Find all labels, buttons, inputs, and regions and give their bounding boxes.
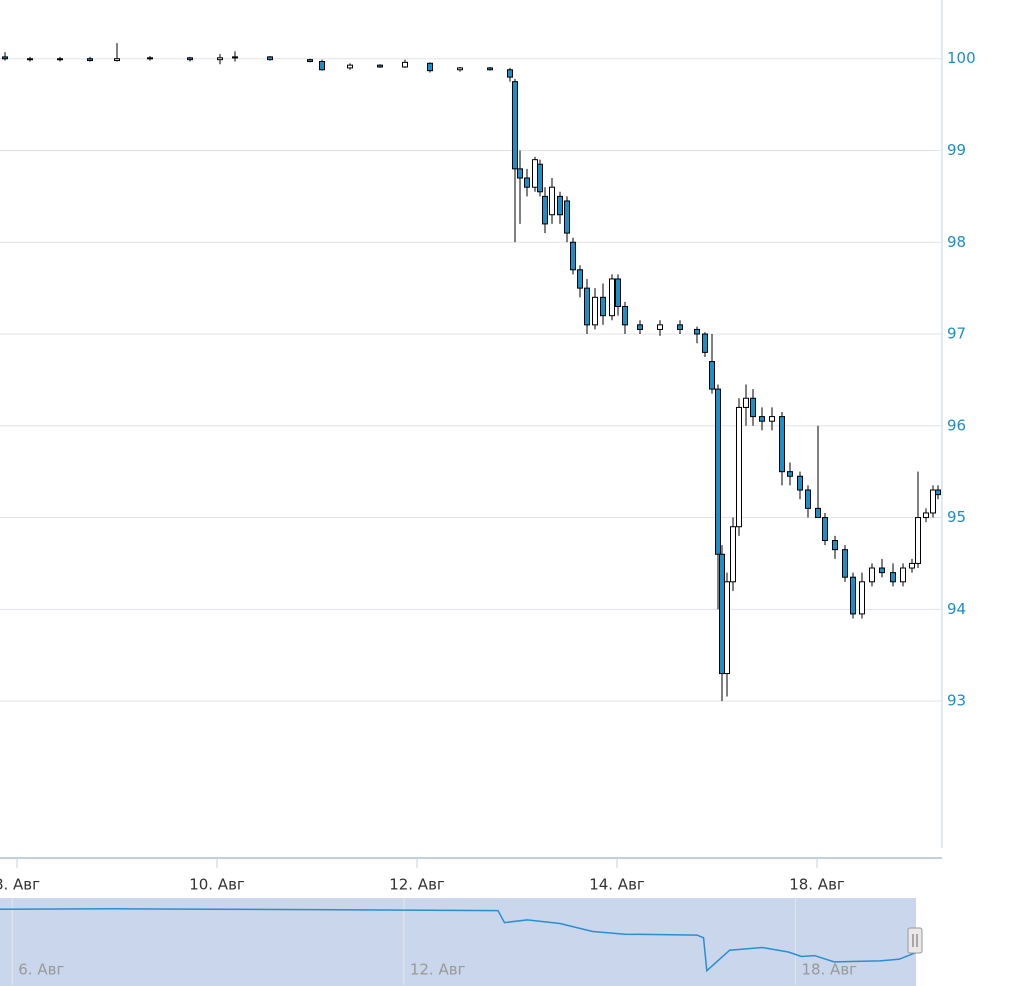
candle-body <box>850 576 856 615</box>
candle-body <box>909 562 915 569</box>
candle-body <box>27 58 33 61</box>
candle-body <box>507 69 513 78</box>
candle-body <box>736 406 742 528</box>
candle-body <box>114 58 120 62</box>
candle-body <box>564 200 570 234</box>
candle-body <box>549 186 555 216</box>
navigator-tick-label: 12. Авг <box>410 961 466 979</box>
candle-body <box>622 305 628 326</box>
candle-body <box>709 361 715 390</box>
candle-body <box>842 549 848 578</box>
candle-body <box>600 296 606 317</box>
candle-body <box>797 475 803 491</box>
y-tick-label: 98 <box>947 233 966 251</box>
candle-body <box>750 397 756 418</box>
candle-body <box>724 581 730 675</box>
candle-body <box>657 324 663 330</box>
candle-body <box>677 324 683 330</box>
candle-body <box>524 177 530 188</box>
navigator-tick-label: 18. Авг <box>801 961 857 979</box>
x-tick-label: 8. Авг <box>0 876 40 894</box>
candle-body <box>615 278 621 307</box>
candle-body <box>890 572 896 583</box>
y-tick-label: 93 <box>947 692 966 710</box>
y-tick-label: 95 <box>947 508 966 526</box>
candle-body <box>935 489 941 496</box>
candle-body <box>517 168 523 179</box>
candle-body <box>347 64 353 69</box>
navigator-tick-label: 6. Авг <box>18 961 64 979</box>
candle-body <box>923 512 929 519</box>
candle-body <box>570 241 576 271</box>
navigator-line <box>0 908 916 973</box>
candle-body <box>743 397 749 408</box>
candle-body <box>694 328 700 335</box>
navigator-handle[interactable] <box>907 927 923 954</box>
candle-body <box>307 59 313 62</box>
candle-body <box>217 57 223 61</box>
candle-body <box>532 159 538 188</box>
candle-body <box>930 489 936 514</box>
candle-body <box>869 567 875 583</box>
candle-body <box>267 56 273 61</box>
candle-body <box>542 195 548 225</box>
candle-body <box>584 287 590 326</box>
candle-body <box>592 296 598 326</box>
candle-body <box>637 324 643 330</box>
candle-body <box>319 60 325 71</box>
candle-body <box>577 269 583 289</box>
navigator-mask <box>0 898 916 986</box>
candle-body <box>427 62 433 72</box>
candle-body <box>402 61 408 68</box>
candle-body <box>57 58 63 61</box>
candle-body <box>779 416 785 473</box>
candle-body <box>487 67 493 71</box>
candle-body <box>787 471 793 477</box>
candle-body <box>859 581 865 615</box>
candle-body <box>512 81 518 170</box>
y-tick-label: 97 <box>947 325 966 343</box>
candle-body <box>715 388 721 555</box>
candle-body <box>87 58 93 62</box>
candle-body <box>759 416 765 422</box>
candle-body <box>377 64 383 68</box>
y-tick-label: 99 <box>947 141 966 159</box>
candle-body <box>879 567 885 574</box>
candle-body <box>147 57 153 60</box>
x-tick-label: 18. Авг <box>789 876 845 894</box>
candle-body <box>915 517 921 564</box>
candle-body <box>457 67 463 71</box>
x-tick-label: 10. Авг <box>189 876 245 894</box>
candle-body <box>557 195 563 216</box>
candle-body <box>719 553 725 675</box>
candle-body <box>609 278 615 317</box>
candle-body <box>769 416 775 422</box>
candle-body <box>832 539 838 551</box>
candle-body <box>702 333 708 353</box>
y-tick-label: 100 <box>947 49 976 67</box>
candle-body <box>187 57 193 61</box>
y-tick-label: 94 <box>947 600 966 618</box>
candle-body <box>815 507 821 519</box>
candle-body <box>822 517 828 541</box>
x-tick-label: 14. Авг <box>589 876 645 894</box>
y-tick-label: 96 <box>947 416 966 434</box>
candle-body <box>232 56 238 59</box>
x-tick-label: 12. Авг <box>389 876 445 894</box>
candle-body <box>900 567 906 583</box>
candle-body <box>805 489 811 509</box>
candle-body <box>2 56 8 60</box>
candle-body <box>537 163 543 193</box>
candle-body <box>730 526 736 583</box>
